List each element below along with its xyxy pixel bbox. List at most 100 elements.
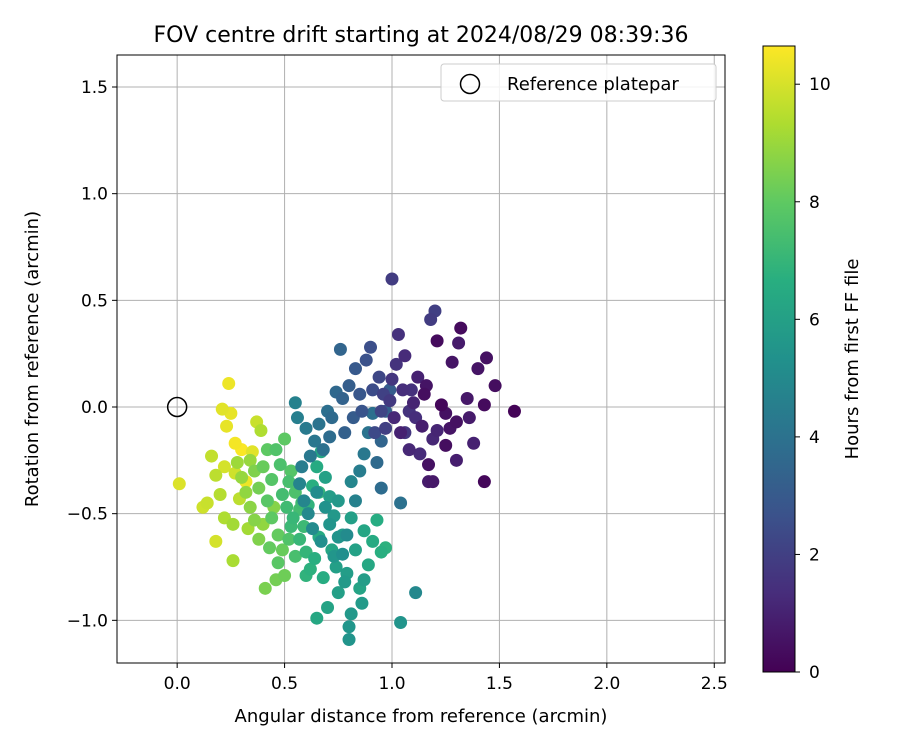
data-point: [273, 458, 287, 472]
x-tick-label: 0.5: [271, 674, 298, 694]
data-point: [293, 532, 307, 546]
data-point: [209, 468, 223, 482]
data-point: [374, 404, 388, 418]
data-point: [355, 596, 369, 610]
data-point: [387, 411, 401, 425]
data-point: [361, 558, 375, 572]
data-point: [406, 396, 420, 410]
y-tick-label: −0.5: [67, 505, 108, 525]
colorbar-tick-label: 2: [809, 545, 820, 565]
data-point: [359, 353, 373, 367]
data-point: [449, 415, 463, 429]
data-point: [303, 449, 317, 463]
data-point: [366, 383, 380, 397]
data-point: [385, 272, 399, 286]
data-point: [318, 470, 332, 484]
data-point: [454, 321, 468, 335]
data-point: [297, 494, 311, 508]
data-point: [415, 419, 429, 433]
data-point: [342, 379, 356, 393]
data-point: [409, 586, 423, 600]
reference-marker-group: [166, 396, 188, 418]
data-point: [299, 421, 313, 435]
data-point: [383, 394, 397, 408]
data-point: [439, 438, 453, 452]
data-point: [228, 436, 242, 450]
data-point: [449, 453, 463, 467]
data-point: [331, 494, 345, 508]
data-point: [396, 383, 410, 397]
data-point: [310, 485, 324, 499]
data-point: [220, 419, 234, 433]
data-point: [265, 511, 279, 525]
data-point: [301, 507, 315, 521]
data-point: [286, 511, 300, 525]
data-point: [477, 475, 491, 489]
x-tick-label: 1.5: [486, 674, 513, 694]
colorbar-tick-label: 0: [809, 663, 820, 683]
data-point: [200, 496, 214, 510]
data-point: [205, 449, 219, 463]
x-tick-label: 0.0: [164, 674, 191, 694]
data-point: [445, 355, 459, 369]
data-point: [209, 534, 223, 548]
data-point: [278, 432, 292, 446]
data-point: [303, 562, 317, 576]
data-point: [364, 340, 378, 354]
data-point: [252, 481, 266, 495]
colorbar-tick-label: 8: [809, 193, 820, 213]
data-point: [366, 534, 380, 548]
data-point: [385, 372, 399, 386]
data-point: [318, 500, 332, 514]
x-tick-label: 2.0: [593, 674, 620, 694]
data-point: [230, 455, 244, 469]
data-point: [256, 460, 270, 474]
chart-title: FOV centre drift starting at 2024/08/29 …: [154, 23, 689, 48]
data-point: [278, 569, 292, 583]
data-point: [348, 494, 362, 508]
legend-label: Reference platepar: [507, 74, 679, 95]
data-point: [310, 460, 324, 474]
data-point: [282, 475, 296, 489]
data-point: [321, 601, 335, 615]
y-axis-ticks: −1.0 −0.5 0.0 0.5 1.0 1.5: [67, 78, 117, 631]
data-point: [265, 473, 279, 487]
data-point: [308, 434, 322, 448]
data-point: [308, 551, 322, 565]
data-point: [323, 517, 337, 531]
data-point: [222, 377, 236, 391]
data-point: [325, 411, 339, 425]
x-tick-label: 2.5: [701, 674, 728, 694]
data-point: [460, 391, 474, 405]
data-point: [342, 633, 356, 647]
data-point: [426, 475, 440, 489]
data-point: [417, 387, 431, 401]
data-point: [342, 620, 356, 634]
data-point: [338, 575, 352, 589]
data-point: [213, 487, 227, 501]
data-point: [370, 455, 384, 469]
data-point: [344, 607, 358, 621]
data-point: [172, 477, 186, 491]
data-point: [398, 349, 412, 363]
data-point: [477, 398, 491, 412]
y-axis-label: Rotation from reference (arcmin): [22, 211, 43, 507]
data-point: [247, 513, 261, 527]
data-point: [252, 532, 266, 546]
data-point: [430, 334, 444, 348]
data-point: [462, 411, 476, 425]
data-point: [348, 543, 362, 557]
data-point: [357, 447, 371, 461]
y-tick-label: 0.5: [81, 291, 108, 311]
data-point: [452, 336, 466, 350]
data-point: [215, 402, 229, 416]
data-point: [323, 430, 337, 444]
data-point: [394, 496, 408, 510]
data-point: [254, 423, 268, 437]
data-point: [290, 411, 304, 425]
data-point: [348, 362, 362, 376]
data-point: [275, 543, 289, 557]
data-point: [374, 481, 388, 495]
